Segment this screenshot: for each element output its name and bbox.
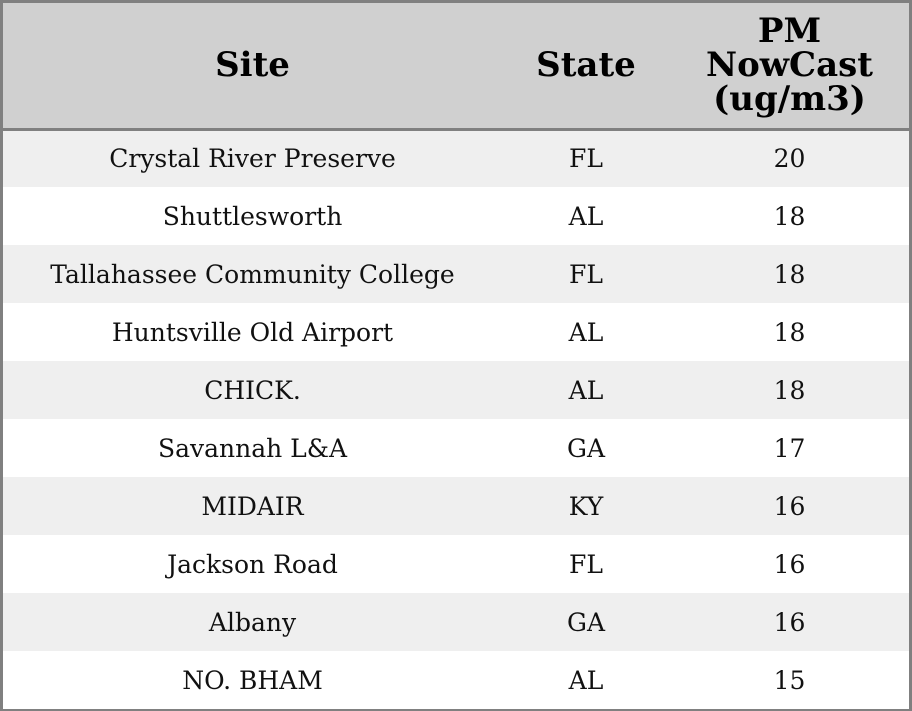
table-header: Site State PM NowCast (ug/m3) [3,3,909,131]
cell-state: FL [569,144,603,174]
cell-pm: 18 [773,317,806,347]
cell-pm: 16 [773,607,806,637]
cell-pm: 16 [773,491,806,521]
cell-site: Jackson Road [167,549,338,579]
cell-pm: 18 [773,259,806,289]
cell-site: CHICK. [204,375,301,405]
cell-state: GA [566,433,606,463]
cell-site: Crystal River Preserve [109,144,396,174]
cell-pm: 16 [773,549,806,579]
table-row: MIDAIR KY 16 [3,477,909,535]
table-row: Huntsville Old Airport AL 18 [3,303,909,361]
cell-state: AL [568,201,604,231]
header-pm-line-1: PM [757,11,822,52]
header-pm-nowcast: PM NowCast (ug/m3) [670,3,909,131]
cell-state: AL [568,317,604,347]
cell-state: KY [568,491,604,521]
cell-pm: 20 [773,144,806,174]
cell-site: Huntsville Old Airport [111,317,394,347]
header-pm-line-2: NowCast [706,45,873,86]
cell-state: GA [566,607,606,637]
table-row: Crystal River Preserve FL 20 [3,129,909,187]
pm-nowcast-table: Site State PM NowCast (ug/m3) Crystal Ri… [3,3,909,709]
cell-site: Savannah L&A [157,433,348,463]
cell-pm: 17 [773,433,806,463]
header-state: State [502,3,670,131]
table-row: Savannah L&A GA 17 [3,419,909,477]
cell-pm: 18 [773,201,806,231]
table-row: Shuttlesworth AL 18 [3,187,909,245]
cell-state: AL [568,665,604,695]
cell-state: FL [569,259,603,289]
table-row: Jackson Road FL 16 [3,535,909,593]
header-row: Site State PM NowCast (ug/m3) [3,3,909,131]
table-body: Crystal River Preserve FL 20 Shuttlesworth A… [3,129,909,709]
table-row: Tallahassee Community College FL 18 [3,245,909,303]
cell-site: NO. BHAM [182,665,323,695]
cell-site: Albany [208,607,297,637]
cell-site: Tallahassee Community College [50,259,455,289]
cell-state: AL [568,375,604,405]
cell-state: FL [569,549,603,579]
header-site: Site [3,3,502,131]
cell-site: MIDAIR [201,491,304,521]
cell-pm: 15 [773,665,806,695]
table-row: CHICK. AL 18 [3,361,909,419]
cell-pm: 18 [773,375,806,405]
table-row: Albany GA 16 [3,593,909,651]
cell-site: Shuttlesworth [162,201,343,231]
header-pm-line-3: (ug/m3) [713,79,866,120]
table-row: NO. BHAM AL 15 [3,651,909,709]
